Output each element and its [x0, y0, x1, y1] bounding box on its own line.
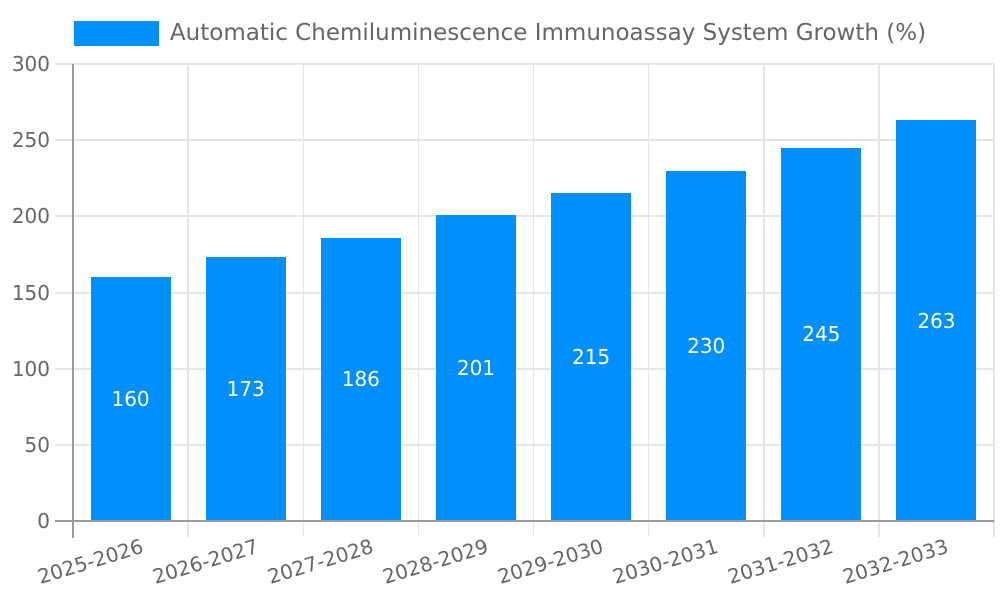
gridline-h [55, 443, 994, 446]
gridline-v [878, 64, 880, 537]
bar-value-label: 230 [687, 333, 726, 358]
bar-value-label: 173 [226, 377, 265, 402]
bar-2032-2033[interactable]: 263 [896, 120, 977, 521]
bar-value-label: 245 [802, 322, 841, 347]
bar-2025-2026[interactable]: 160 [90, 277, 171, 521]
bar-2028-2029[interactable]: 201 [435, 214, 516, 521]
x-axis-line [55, 519, 994, 522]
gridline-v [532, 64, 535, 537]
x-tick-label: 2025-2026 [34, 534, 146, 589]
gridline-v [763, 64, 765, 537]
gridline-v [302, 64, 304, 537]
gridline-h [55, 139, 994, 142]
legend-swatch [73, 21, 159, 46]
gridline-h [55, 367, 994, 370]
bar-value-label: 215 [571, 345, 611, 370]
y-tick-label: 250 [11, 128, 50, 153]
gridline-v [417, 64, 420, 537]
y-tick-label: 200 [11, 204, 50, 229]
y-axis-line [72, 64, 74, 538]
y-tick-label: 150 [11, 280, 50, 305]
legend: Automatic Chemiluminescence Immunoassay … [0, 20, 1000, 47]
legend-label: Automatic Chemiluminescence Immunoassay … [169, 20, 927, 46]
x-tick-label: 2029-2030 [494, 534, 607, 589]
bar-2030-2031[interactable]: 230 [666, 170, 747, 521]
gridline-v [187, 64, 189, 537]
bar-2031-2032[interactable]: 245 [781, 147, 862, 521]
y-tick-label: 0 [37, 509, 50, 533]
gridline-v [993, 64, 995, 537]
gridline-h [55, 291, 994, 294]
x-tick-label: 2028-2029 [379, 534, 491, 589]
bar-value-label: 263 [917, 308, 956, 333]
x-tick-label: 2031-2032 [725, 534, 837, 589]
y-tick-label: 300 [11, 52, 50, 76]
bar-2029-2030[interactable]: 215 [551, 193, 632, 521]
bar-2026-2027[interactable]: 173 [205, 257, 286, 521]
bar-2027-2028[interactable]: 186 [320, 237, 401, 521]
x-tick-label: 2026-2027 [149, 534, 261, 589]
gridline-v [647, 64, 650, 537]
y-tick-label: 50 [24, 432, 50, 457]
gridline-h [55, 63, 994, 65]
bar-value-label: 160 [111, 387, 150, 412]
plot-area: 0 50 100 150 200 250 300 160 173 186 201 215 230 245 2… [12, 52, 995, 589]
gridline-h [55, 215, 994, 218]
x-tick-label: 2027-2028 [264, 534, 376, 589]
y-tick-label: 100 [11, 356, 50, 381]
legend-item[interactable]: Automatic Chemiluminescence Immunoassay … [73, 20, 927, 47]
bar-value-label: 186 [341, 367, 380, 392]
x-tick-label: 2030-2031 [609, 534, 722, 589]
bar-value-label: 201 [456, 355, 496, 380]
x-tick-label: 2032-2033 [840, 534, 952, 589]
